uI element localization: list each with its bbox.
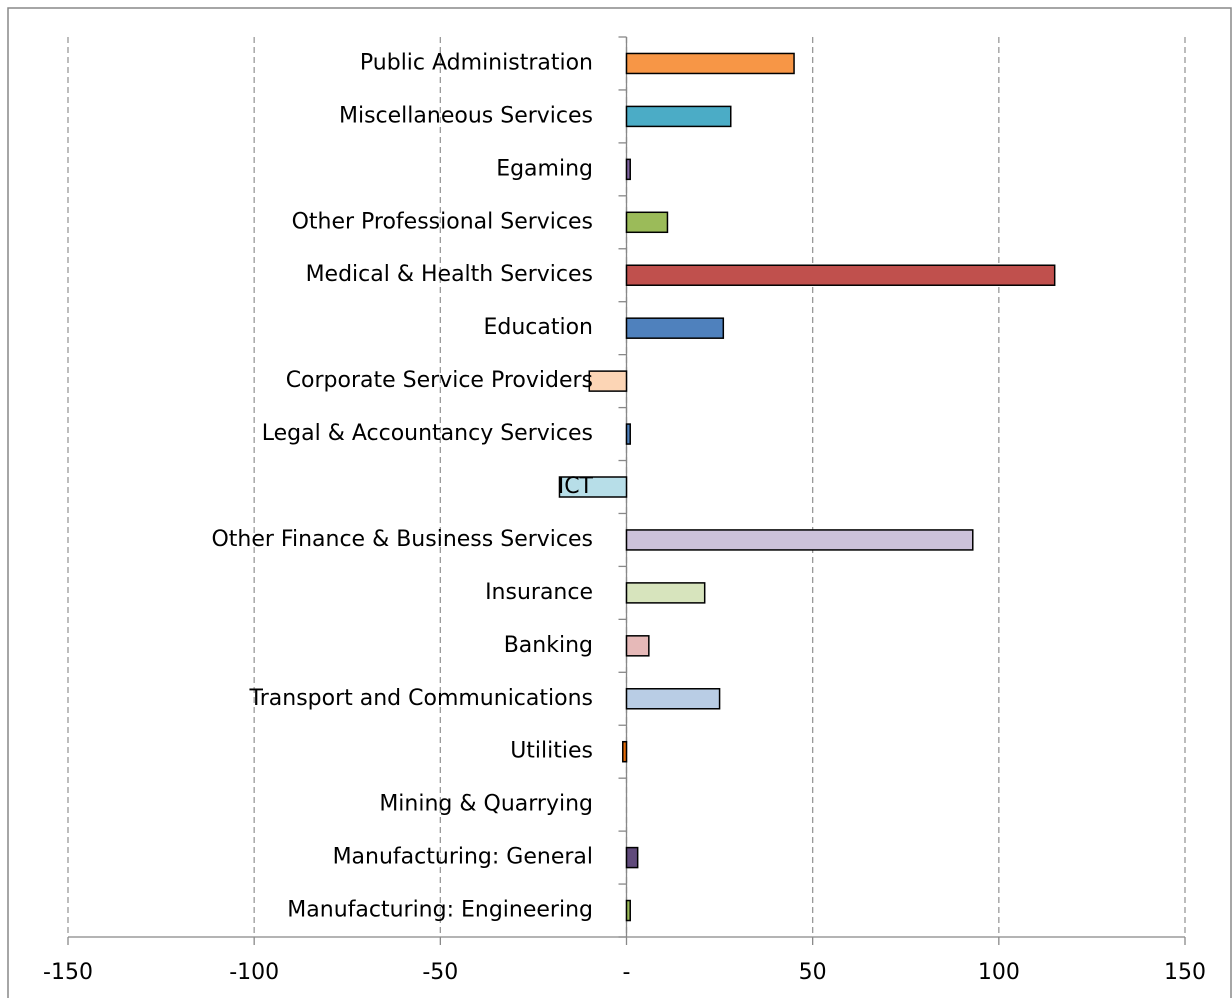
x-tick-label: -50: [422, 960, 458, 985]
y-tick-label: Utilities: [510, 739, 593, 764]
chart-frame: [7, 7, 1232, 1002]
x-tick-label: -150: [43, 960, 93, 985]
bar: [588, 370, 628, 392]
bar: [625, 688, 721, 710]
y-tick-label: Public Administration: [360, 50, 593, 75]
y-tick-label: Insurance: [485, 580, 593, 605]
x-tick-label: 150: [1164, 960, 1206, 985]
y-tick-label: Corporate Service Providers: [286, 368, 593, 393]
bar: [625, 264, 1056, 286]
bar: [625, 105, 732, 128]
y-tick-label: Mining & Quarrying: [379, 792, 593, 817]
y-tick-label: Medical & Health Services: [306, 262, 593, 287]
y-tick-label: Education: [483, 315, 593, 340]
x-tick-label: 50: [799, 960, 827, 985]
x-tick-label: 100: [978, 960, 1020, 985]
y-tick-label: Other Finance & Business Services: [211, 527, 593, 552]
y-tick-label: Egaming: [496, 156, 593, 181]
bar: [625, 423, 631, 445]
bar: [625, 317, 725, 339]
y-tick-label: Other Professional Services: [292, 209, 593, 234]
y-tick-label: Miscellaneous Services: [339, 103, 593, 128]
x-tick-label: -: [623, 960, 631, 985]
y-tick-label: Legal & Accountancy Services: [262, 421, 593, 446]
y-tick-label: Manufacturing: Engineering: [287, 898, 593, 923]
bar: [625, 529, 974, 551]
bar: [625, 158, 631, 181]
bar: [625, 582, 706, 604]
y-tick-label: Banking: [504, 633, 593, 658]
bar: [625, 635, 650, 657]
y-tick-label: Transport and Communications: [249, 686, 593, 711]
bar: [625, 846, 639, 869]
bar: [625, 52, 795, 75]
x-tick-label: -100: [229, 960, 279, 985]
bar: [625, 899, 631, 922]
y-tick-label: ICT: [558, 474, 594, 499]
bar: [622, 740, 628, 763]
bar: [625, 211, 669, 234]
bar: [558, 476, 628, 498]
y-tick-label: Manufacturing: General: [333, 845, 593, 870]
